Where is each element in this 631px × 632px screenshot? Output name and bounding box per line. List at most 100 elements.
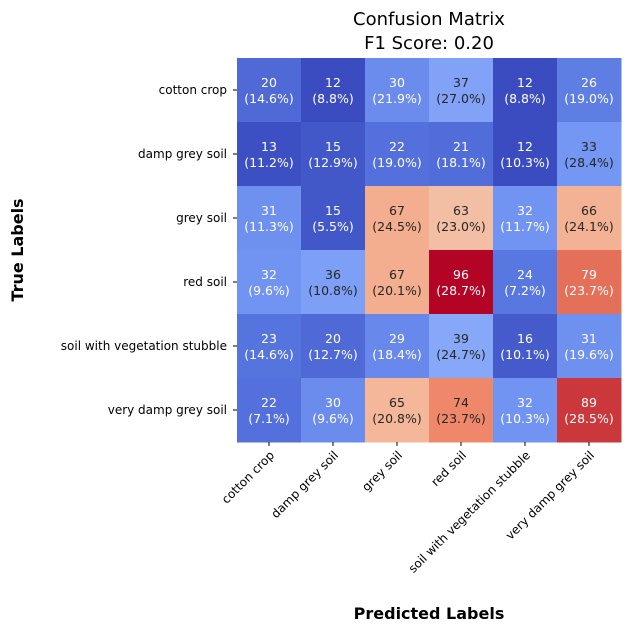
heatmap-cell: [301, 122, 366, 187]
cell-percent-label: (12.7%): [308, 347, 357, 362]
cell-percent-label: (14.6%): [244, 91, 293, 106]
cell-count-label: 32: [261, 267, 277, 282]
cell-count-label: 30: [325, 395, 341, 410]
heatmap-cell: [365, 378, 430, 443]
heatmap-cell: [301, 378, 366, 443]
heatmap-cell: [301, 58, 366, 123]
heatmap-cell: [557, 186, 622, 251]
cell-percent-label: (28.7%): [436, 283, 485, 298]
heatmap-cell: [301, 314, 366, 379]
y-tick-label: very damp grey soil: [108, 403, 227, 417]
cell-count-label: 79: [581, 267, 597, 282]
cell-count-label: 23: [261, 331, 277, 346]
cell-percent-label: (10.3%): [500, 155, 549, 170]
cell-count-label: 30: [389, 75, 405, 90]
heatmap-cell: [493, 58, 558, 123]
cell-count-label: 15: [325, 139, 341, 154]
cell-count-label: 22: [389, 139, 405, 154]
x-axis-label: Predicted Labels: [354, 604, 505, 623]
cell-percent-label: (24.1%): [564, 219, 613, 234]
cell-percent-label: (7.1%): [248, 411, 290, 426]
y-tick-label: cotton crop: [159, 83, 227, 97]
cell-percent-label: (11.3%): [244, 219, 293, 234]
heatmap-cell: [237, 378, 302, 443]
cell-percent-label: (9.6%): [312, 411, 354, 426]
heatmap-cell: [429, 58, 494, 123]
heatmap-cell: [365, 250, 430, 315]
heatmap-cell: [557, 250, 622, 315]
cell-count-label: 66: [581, 203, 597, 218]
y-tick-labels: cotton crop damp grey soil grey soil red so…: [61, 83, 237, 417]
chart-title-line-1: Confusion Matrix: [353, 9, 505, 30]
x-tick-label: grey soil: [359, 448, 405, 494]
x-tick-label: damp grey soil: [268, 448, 341, 521]
cell-percent-label: (23.7%): [436, 411, 485, 426]
cell-count-label: 33: [581, 139, 597, 154]
cell-count-label: 21: [453, 139, 469, 154]
heatmap-cell: [365, 58, 430, 123]
cell-count-label: 31: [261, 203, 277, 218]
cell-percent-label: (19.0%): [564, 91, 613, 106]
heatmap-cell: [365, 314, 430, 379]
cell-percent-label: (10.3%): [500, 411, 549, 426]
cell-percent-label: (23.7%): [564, 283, 613, 298]
chart-title-line-2: F1 Score: 0.20: [364, 33, 494, 54]
heatmap-cell: [301, 186, 366, 251]
cell-percent-label: (23.0%): [436, 219, 485, 234]
y-tick-label: red soil: [183, 275, 227, 289]
cell-count-label: 24: [517, 267, 533, 282]
heatmap-cell: [237, 58, 302, 123]
cell-percent-label: (28.4%): [564, 155, 613, 170]
heatmap-cell: [493, 186, 558, 251]
cell-percent-label: (5.5%): [312, 219, 354, 234]
cell-percent-label: (7.2%): [504, 283, 546, 298]
cell-percent-label: (11.7%): [500, 219, 549, 234]
cell-percent-label: (18.1%): [436, 155, 485, 170]
x-tick-label: red soil: [428, 448, 469, 489]
cell-percent-label: (10.8%): [308, 283, 357, 298]
heatmap-cell: [557, 122, 622, 187]
cell-percent-label: (27.0%): [436, 91, 485, 106]
heatmap-cell: [429, 122, 494, 187]
cell-count-label: 63: [453, 203, 469, 218]
cell-percent-label: (14.6%): [244, 347, 293, 362]
cell-count-label: 16: [517, 331, 533, 346]
heatmap-cell: [557, 314, 622, 379]
x-tick-label: soil with vegetation stubble: [406, 448, 533, 575]
cell-percent-label: (24.7%): [436, 347, 485, 362]
cell-percent-label: (19.0%): [372, 155, 421, 170]
cell-percent-label: (9.6%): [248, 283, 290, 298]
cell-count-label: 20: [325, 331, 341, 346]
heatmap-cell: [557, 58, 622, 123]
cell-count-label: 67: [389, 203, 405, 218]
cell-count-label: 12: [517, 75, 533, 90]
cell-count-label: 29: [389, 331, 405, 346]
heatmap-cell: [493, 122, 558, 187]
cell-count-label: 26: [581, 75, 597, 90]
heatmap-cell: [493, 378, 558, 443]
cell-percent-label: (11.2%): [244, 155, 293, 170]
heatmap-cell: [429, 378, 494, 443]
cell-percent-label: (19.6%): [564, 347, 613, 362]
cell-count-label: 12: [325, 75, 341, 90]
cell-percent-label: (10.1%): [500, 347, 549, 362]
cell-percent-label: (12.9%): [308, 155, 357, 170]
cell-count-label: 65: [389, 395, 405, 410]
cell-count-label: 32: [517, 203, 533, 218]
heatmap-cells: 20(14.6%)12(8.8%)30(21.9%)37(27.0%)12(8.…: [237, 58, 622, 443]
cell-count-label: 96: [453, 267, 469, 282]
cell-count-label: 13: [261, 139, 277, 154]
cell-count-label: 32: [517, 395, 533, 410]
heatmap-cell: [429, 314, 494, 379]
cell-count-label: 67: [389, 267, 405, 282]
cell-percent-label: (8.8%): [504, 91, 546, 106]
cell-count-label: 12: [517, 139, 533, 154]
heatmap-cell: [493, 250, 558, 315]
y-axis-label: True Labels: [8, 198, 27, 301]
x-tick-label: cotton crop: [219, 448, 277, 506]
heatmap-cell: [237, 122, 302, 187]
cell-percent-label: (24.5%): [372, 219, 421, 234]
cell-count-label: 89: [581, 395, 597, 410]
